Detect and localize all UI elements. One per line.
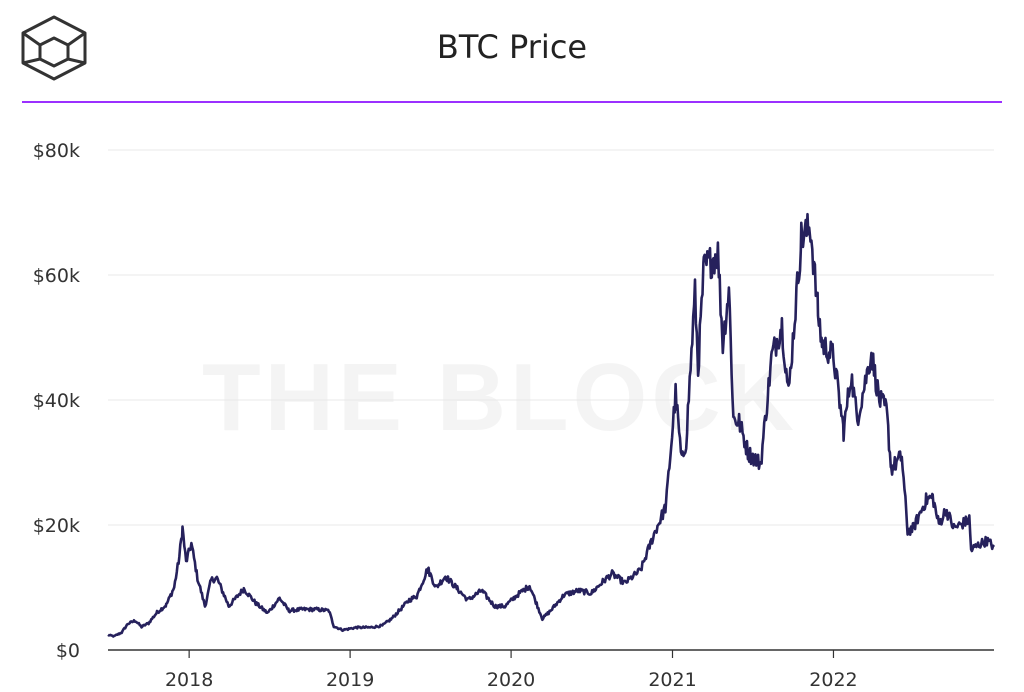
header-accent-rule <box>22 101 1002 103</box>
y-tick-label: $40k <box>33 390 80 412</box>
x-tick-label: 2022 <box>809 669 857 691</box>
grid-layer <box>108 149 994 651</box>
series-line-btc-price <box>107 212 996 638</box>
x-tick-label: 2020 <box>487 669 535 691</box>
x-tick-label: 2021 <box>648 669 696 691</box>
page-title: BTC Price <box>436 28 588 66</box>
y-axis: $0 $20k $40k $60k $80k <box>33 140 80 662</box>
y-tick-label: $80k <box>33 140 80 162</box>
x-tick-label: 2018 <box>165 669 213 691</box>
y-tick-label: $20k <box>33 515 80 537</box>
series-layer <box>107 212 996 638</box>
watermark-text: THE BLOCK <box>202 344 798 451</box>
y-tick-label: $0 <box>56 640 80 662</box>
x-tick-label: 2019 <box>326 669 374 691</box>
y-tick-label: $60k <box>33 265 80 287</box>
the-block-cube-logo-icon <box>21 15 87 81</box>
x-axis: 2018 2019 2020 2021 2022 <box>165 650 858 691</box>
